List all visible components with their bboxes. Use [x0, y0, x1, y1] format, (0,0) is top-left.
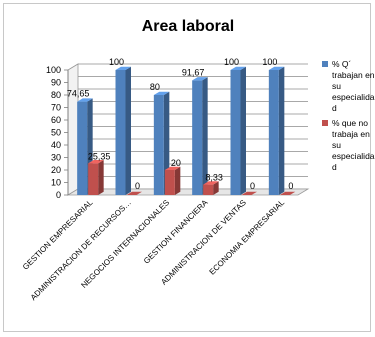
legend-label: trabaja en	[332, 129, 370, 139]
bar-front	[115, 70, 126, 195]
bar	[88, 160, 104, 195]
data-label: 0	[250, 181, 255, 191]
y-tick-label: 10	[51, 178, 61, 188]
legend-label: trabajan en	[332, 70, 375, 80]
y-tick-label: 40	[51, 140, 61, 150]
legend-label: % Q´	[332, 59, 352, 69]
bar-top	[115, 66, 131, 70]
legend-label: su	[332, 81, 341, 91]
bar-side	[278, 66, 285, 195]
y-tick-label: 60	[51, 115, 61, 125]
bar-front	[77, 101, 88, 195]
legend-label: especialida	[332, 151, 375, 161]
bar	[230, 66, 246, 195]
legend-label: d	[332, 162, 337, 172]
legend-swatch	[322, 120, 328, 126]
bar-front	[230, 70, 241, 195]
bar-top	[126, 191, 142, 195]
y-tick-label: 20	[51, 165, 61, 175]
bar-side	[202, 77, 208, 195]
side-wall	[67, 63, 79, 196]
bar-side	[125, 66, 131, 195]
bar-top	[268, 66, 285, 70]
data-label: 100	[109, 57, 124, 67]
bar-front	[88, 163, 99, 195]
data-label: 100	[224, 57, 239, 67]
category-label: ECONOMIA EMPRESARIAL	[208, 198, 287, 277]
bar	[115, 66, 131, 195]
legend-label: especialida	[332, 92, 375, 102]
bar-front	[268, 70, 279, 195]
y-tick-label: 80	[51, 90, 61, 100]
bar	[203, 181, 219, 195]
legend-label: su	[332, 140, 341, 150]
bar	[268, 66, 285, 195]
bar	[126, 191, 142, 195]
legend-label: d	[332, 103, 337, 113]
bar-top	[164, 166, 181, 170]
legend-swatch	[322, 61, 328, 67]
data-label: 91,67	[182, 67, 205, 77]
bar-top	[241, 191, 257, 195]
bar-front	[203, 184, 214, 195]
data-label: 74,65	[67, 89, 90, 99]
bar-front	[192, 80, 203, 195]
bar-top	[230, 66, 246, 70]
bar	[241, 191, 257, 195]
y-tick-label: 30	[51, 153, 61, 163]
y-tick-label: 100	[46, 65, 61, 75]
bar-top	[153, 91, 170, 95]
bar-front	[164, 170, 175, 195]
bar-top	[77, 98, 93, 102]
bar-side	[98, 160, 104, 195]
data-label: 100	[262, 57, 277, 67]
y-tick-label: 50	[51, 128, 61, 138]
bar	[192, 77, 208, 195]
bar-side	[213, 181, 219, 195]
y-tick-label: 90	[51, 78, 61, 88]
bar-side	[240, 66, 246, 195]
data-label: 80	[150, 82, 160, 92]
data-label: 0	[288, 181, 293, 191]
bar-top	[279, 191, 296, 195]
bar	[164, 166, 181, 195]
chart-frame	[3, 3, 371, 332]
y-tick-label: 0	[56, 190, 61, 200]
data-label: 8,33	[205, 173, 223, 183]
category-label: GESTION EMPRESARIAL	[21, 198, 95, 272]
bar-top	[88, 160, 104, 164]
bar	[279, 191, 296, 195]
y-tick-label: 70	[51, 103, 61, 113]
data-label: 20	[171, 158, 181, 168]
bar-top	[203, 181, 219, 185]
category-label: GESTION FINANCIERA	[142, 198, 210, 266]
bar-top	[192, 77, 208, 81]
data-label: 0	[135, 181, 140, 191]
legend-label: % que no	[332, 118, 368, 128]
data-label: 25,35	[88, 151, 111, 161]
bar-side	[174, 166, 181, 195]
bar-front	[153, 95, 164, 195]
chart-title: Area laboral	[142, 18, 234, 35]
